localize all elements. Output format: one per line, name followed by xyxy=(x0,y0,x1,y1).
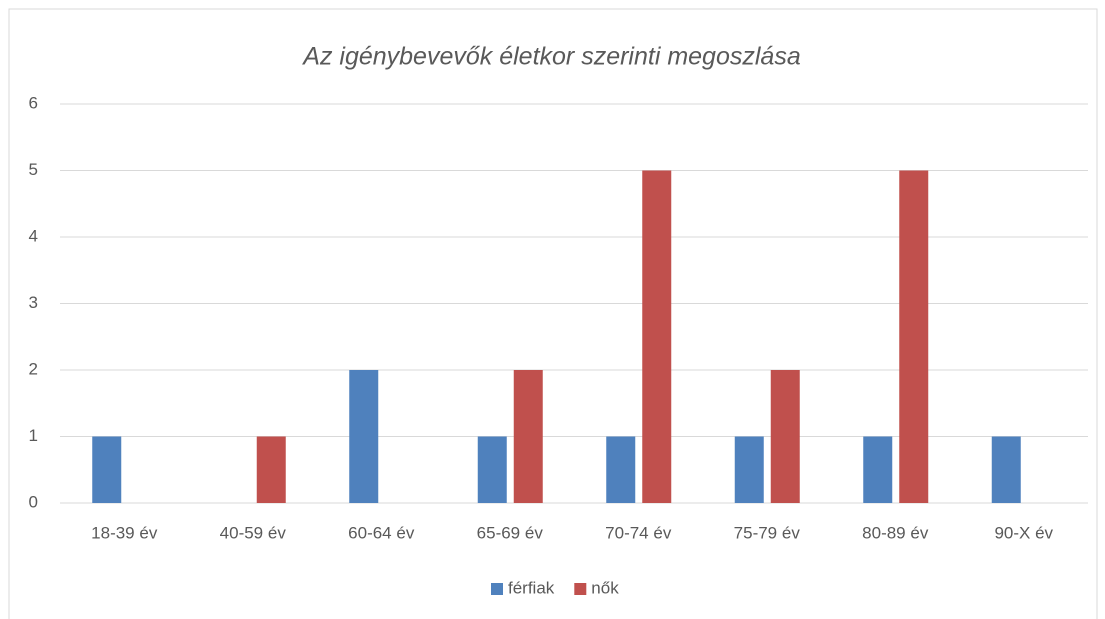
x-tick-label: 80-89 év xyxy=(862,523,929,542)
bar xyxy=(92,436,122,503)
chart-title: Az igénybevevők életkor szerinti megoszl… xyxy=(301,43,801,71)
x-tick-label: 90-X év xyxy=(994,523,1053,542)
x-tick-label: 18-39 év xyxy=(91,523,158,542)
bar xyxy=(606,436,636,503)
y-tick-label: 6 xyxy=(29,93,38,112)
x-tick-label: 75-79 év xyxy=(734,523,801,542)
legend-label: férfiak xyxy=(508,578,555,597)
bar xyxy=(349,370,379,503)
bar xyxy=(899,170,929,503)
y-tick-label: 0 xyxy=(29,492,38,511)
x-tick-label: 60-64 év xyxy=(348,523,415,542)
bar xyxy=(642,170,672,503)
bar xyxy=(991,436,1021,503)
bar xyxy=(256,436,286,503)
y-tick-label: 5 xyxy=(29,160,38,179)
bar xyxy=(477,436,507,503)
x-tick-label: 40-59 év xyxy=(220,523,287,542)
y-tick-label: 2 xyxy=(29,359,38,378)
bar xyxy=(863,436,893,503)
bar xyxy=(770,370,800,503)
y-tick-label: 1 xyxy=(29,426,38,445)
chart-border xyxy=(8,8,1098,619)
x-tick-label: 70-74 év xyxy=(605,523,672,542)
bar xyxy=(734,436,764,503)
y-tick-label: 4 xyxy=(29,226,38,245)
legend-swatch xyxy=(574,583,587,595)
bar xyxy=(513,370,543,503)
y-tick-label: 3 xyxy=(29,293,38,312)
legend-swatch xyxy=(491,583,503,595)
x-tick-label: 65-69 év xyxy=(477,523,544,542)
legend-label: nők xyxy=(591,578,619,597)
